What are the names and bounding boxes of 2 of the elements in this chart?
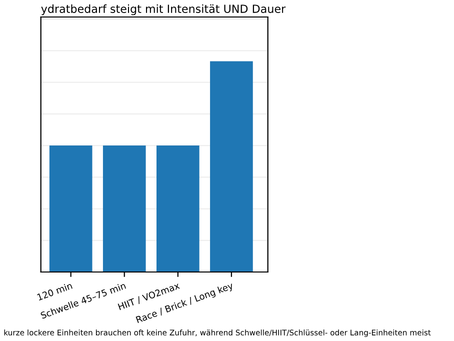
chart-title: ydratbedarf steigt mit Intensität UND Dauer <box>41 4 286 16</box>
x-tick-label: 120 min <box>36 282 73 301</box>
